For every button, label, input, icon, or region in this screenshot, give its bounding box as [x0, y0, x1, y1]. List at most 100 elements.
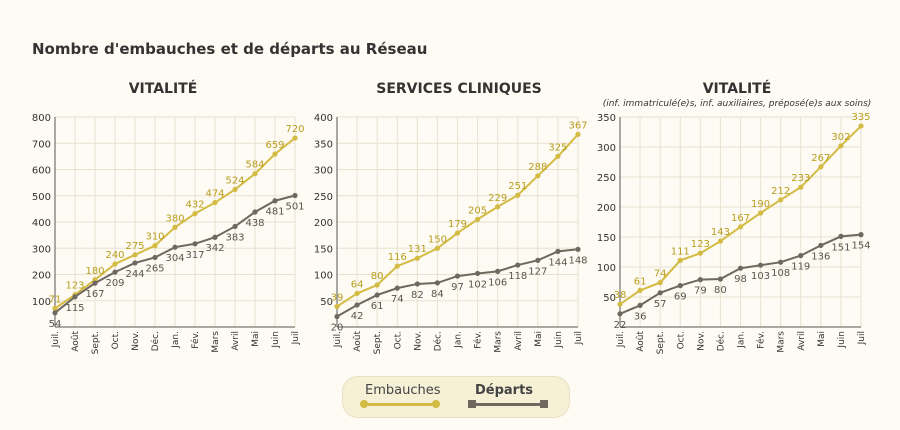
- data-label: 80: [371, 271, 384, 282]
- data-label: 212: [771, 186, 790, 197]
- data-point: [152, 254, 158, 261]
- data-point: [575, 246, 581, 252]
- x-tick-label: Déc.: [150, 331, 161, 351]
- data-point: [454, 230, 461, 236]
- x-tick-label: Sept.: [373, 331, 383, 354]
- chart-subtitle: (inf. immatriculé(e)s, inf. auxiliaires,…: [603, 98, 872, 109]
- data-label: 80: [714, 285, 727, 296]
- data-point: [757, 210, 764, 216]
- data-point: [617, 311, 623, 317]
- data-label: 244: [125, 269, 144, 280]
- data-label: 131: [408, 244, 427, 255]
- data-point: [92, 280, 98, 286]
- data-point: [212, 199, 218, 206]
- y-tick-label: 300: [32, 244, 51, 255]
- data-label: 102: [468, 279, 487, 290]
- data-point: [334, 303, 340, 310]
- data-label: 22: [614, 320, 627, 331]
- chart-1: VITALITÉ 100 200 300 400 500 600 700 800 Juil. Aoû…: [32, 80, 305, 354]
- data-label: 148: [568, 255, 587, 266]
- data-label: 143: [711, 227, 730, 238]
- data-point: [292, 192, 298, 199]
- data-point: [132, 252, 138, 258]
- data-label: 481: [265, 207, 284, 218]
- data-label: 720: [285, 124, 304, 135]
- x-tick-label: Juil: [857, 331, 867, 345]
- data-label: 97: [451, 282, 464, 293]
- data-label: 111: [671, 246, 690, 257]
- data-label: 251: [508, 181, 527, 192]
- y-tick-label: 600: [32, 166, 51, 177]
- data-point: [192, 211, 198, 217]
- data-point: [555, 248, 561, 254]
- y-tick-label: 300: [597, 143, 616, 154]
- x-tick-label: Août: [353, 331, 363, 352]
- x-tick-label: Mai: [251, 331, 261, 347]
- y-tick-label: 350: [597, 113, 616, 124]
- data-point: [555, 153, 561, 159]
- data-point: [637, 287, 643, 293]
- data-label: 127: [528, 266, 547, 277]
- data-label: 167: [731, 213, 750, 224]
- data-point: [657, 280, 663, 286]
- data-label: 524: [225, 175, 244, 186]
- data-point: [637, 302, 643, 308]
- data-point: [717, 276, 724, 282]
- data-label: 167: [85, 289, 104, 300]
- data-point: [292, 135, 298, 141]
- data-label: 71: [49, 294, 62, 305]
- data-label: 38: [614, 290, 627, 301]
- x-tick-label: Juil.: [616, 331, 626, 348]
- data-point: [515, 262, 521, 268]
- data-label: 265: [145, 263, 164, 274]
- y-tick-label: 400: [314, 113, 333, 124]
- x-tick-label: Mars: [777, 331, 787, 353]
- data-point: [272, 151, 278, 157]
- data-point: [495, 204, 501, 210]
- data-point: [112, 269, 118, 275]
- data-point: [354, 302, 360, 308]
- x-tick-label: Oct.: [676, 331, 686, 349]
- data-label: 74: [391, 294, 404, 305]
- legend-swatch-departs: [468, 400, 548, 408]
- data-label: 474: [205, 189, 224, 200]
- x-tick-label: Mars: [494, 331, 504, 353]
- data-label: 342: [205, 243, 224, 254]
- x-tick-label: Juil.: [51, 331, 61, 348]
- data-label: 501: [285, 201, 304, 212]
- data-point: [717, 238, 724, 244]
- data-label: 151: [831, 242, 850, 253]
- data-point: [252, 209, 258, 215]
- data-point: [434, 280, 441, 286]
- data-label: 233: [791, 173, 810, 184]
- data-label: 36: [634, 311, 647, 322]
- y-tick-label: 350: [314, 139, 333, 150]
- data-point: [212, 234, 218, 240]
- data-label: 302: [831, 132, 850, 143]
- data-point: [495, 268, 501, 274]
- data-label: 57: [654, 299, 667, 310]
- data-point: [72, 294, 78, 300]
- data-label: 190: [751, 199, 770, 210]
- data-point: [434, 245, 441, 251]
- data-label: 39: [331, 293, 344, 304]
- y-tick-label: 250: [597, 173, 616, 184]
- data-label: 115: [65, 303, 84, 314]
- x-tick-label: Sept.: [91, 331, 101, 354]
- x-tick-label: Juil: [574, 331, 584, 345]
- data-label: 42: [351, 311, 364, 322]
- data-point: [535, 257, 541, 263]
- data-point: [172, 244, 178, 250]
- chart-3: VITALITÉ(inf. immatriculé(e)s, inf. auxi…: [597, 80, 871, 354]
- x-tick-label: Avril: [797, 331, 807, 351]
- data-label: 74: [654, 269, 667, 280]
- data-point: [394, 263, 400, 269]
- data-label: 383: [225, 232, 244, 243]
- x-tick-label: Avril: [231, 331, 241, 351]
- x-tick-label: Jan.: [171, 331, 181, 349]
- data-label: 79: [694, 286, 707, 297]
- data-point: [334, 313, 340, 320]
- y-tick-label: 150: [314, 244, 333, 255]
- data-label: 325: [548, 142, 567, 153]
- data-label: 61: [634, 276, 647, 287]
